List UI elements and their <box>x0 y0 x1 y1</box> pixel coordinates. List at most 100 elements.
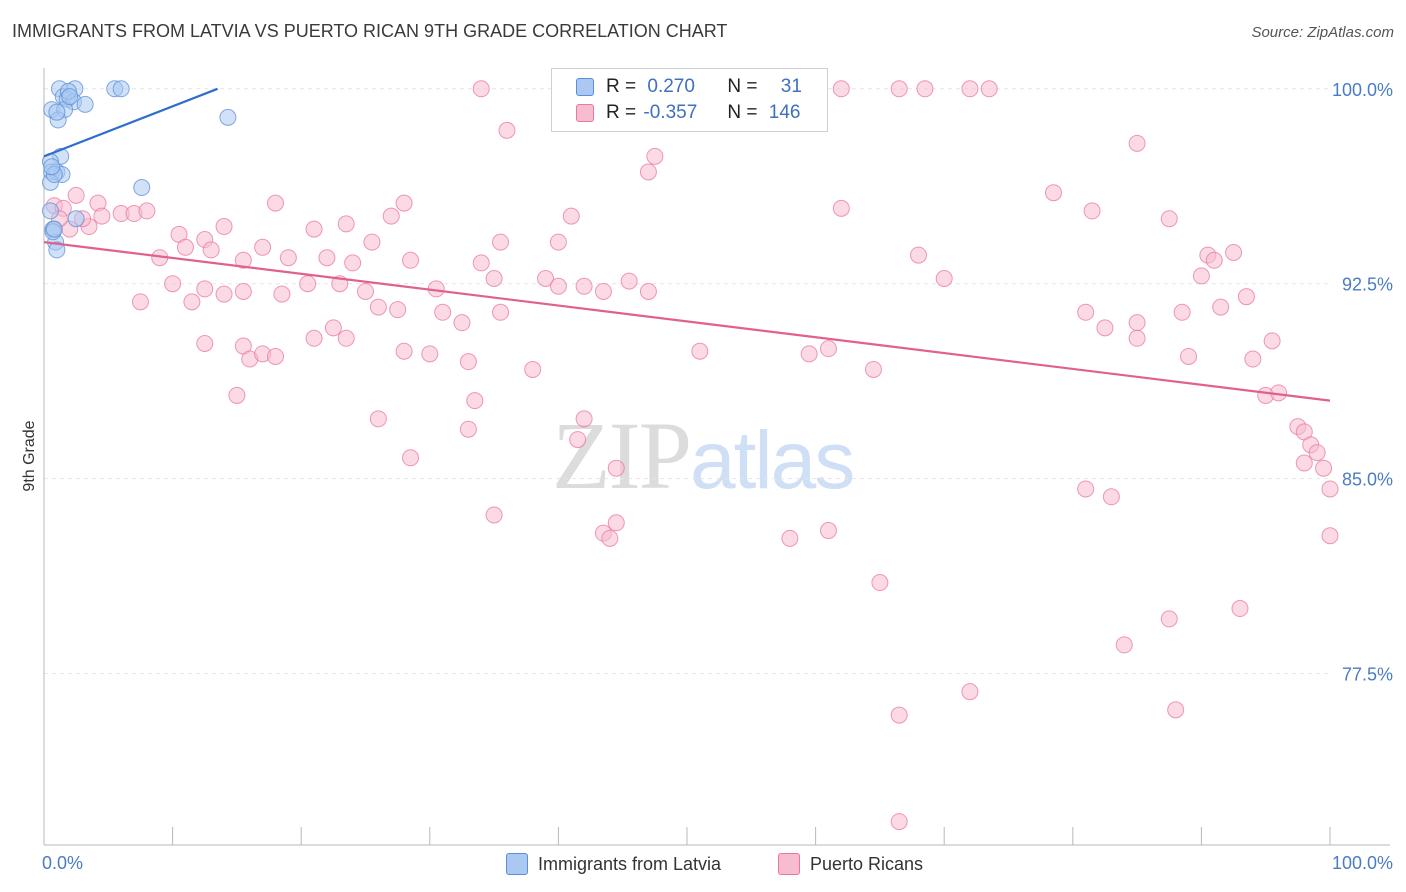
puerto-point-134 <box>1115 636 1133 654</box>
puerto-point-100 <box>819 340 837 358</box>
puerto-point-112 <box>569 431 587 449</box>
puerto-r-value: -0.357 <box>643 102 698 123</box>
puerto-point-55 <box>575 277 593 295</box>
puerto-point-75 <box>389 301 407 319</box>
puerto-point-59 <box>935 269 953 287</box>
watermark-zip: ZIP <box>552 402 692 509</box>
puerto-point-31 <box>337 215 355 233</box>
puerto-point-66 <box>183 293 201 311</box>
puerto-point-26 <box>138 202 156 220</box>
puerto-point-136 <box>1167 701 1185 719</box>
puerto-point-131 <box>871 574 889 592</box>
puerto-point-81 <box>1096 319 1114 337</box>
puerto-point-111 <box>575 410 593 428</box>
puerto-point-68 <box>215 285 233 303</box>
puerto-point-42 <box>202 241 220 259</box>
latvia-r-label: R = <box>606 76 637 97</box>
puerto-point-122 <box>607 459 625 477</box>
stats-legend: R = 0.270 N = 31 R = -0.357 N = 146 <box>551 68 828 132</box>
puerto-point-109 <box>466 392 484 410</box>
puerto-point-79 <box>594 282 612 300</box>
puerto-point-53 <box>537 269 555 287</box>
puerto-point-29 <box>266 194 284 212</box>
puerto-point-95 <box>421 345 439 363</box>
bottom-latvia-label: Immigrants from Latvia <box>538 853 722 874</box>
puerto-point-73 <box>357 282 374 300</box>
latvia-point-7 <box>76 95 94 113</box>
puerto-point-110 <box>459 420 477 438</box>
puerto-point-78 <box>492 303 510 321</box>
puerto-point-76 <box>434 303 452 321</box>
watermark: ZIPatlas <box>552 400 855 511</box>
y-tick-label-1: 85.0% <box>1342 470 1393 490</box>
puerto-r-label: R = <box>606 102 637 123</box>
latvia-point-18 <box>133 179 151 197</box>
puerto-point-93 <box>337 329 355 347</box>
bottom-legend-latvia: Immigrants from Latvia <box>506 852 721 876</box>
latvia-point-30 <box>45 220 63 238</box>
puerto-point-90 <box>266 347 284 365</box>
source-label: Source: ZipAtlas.com <box>1251 24 1394 41</box>
puerto-point-121 <box>1295 454 1313 472</box>
puerto-point-12 <box>646 147 664 165</box>
puerto-point-18 <box>832 199 850 217</box>
puerto-point-47 <box>344 254 362 272</box>
puerto-point-36 <box>562 207 580 225</box>
legend-row-latvia: R = 0.270 N = 31 <box>576 75 802 99</box>
puerto-point-7 <box>890 80 908 98</box>
puerto-point-103 <box>1180 347 1198 365</box>
watermark-atlas: atlas <box>690 415 855 506</box>
latvia-n-label: N = <box>727 76 758 97</box>
latvia-r-value: 0.270 <box>647 76 695 97</box>
puerto-point-52 <box>485 269 503 287</box>
puerto-point-51 <box>472 254 490 272</box>
puerto-point-118 <box>1308 444 1326 462</box>
puerto-point-45 <box>279 249 297 267</box>
x-tick-label-0: 0.0% <box>42 853 83 873</box>
puerto-point-16 <box>1083 202 1101 220</box>
puerto-point-91 <box>305 329 323 347</box>
puerto-point-74 <box>369 298 387 316</box>
puerto-point-102 <box>1128 329 1146 347</box>
puerto-point-35 <box>549 233 567 251</box>
puerto-point-94 <box>395 342 413 360</box>
puerto-point-57 <box>639 282 657 300</box>
puerto-point-124 <box>819 522 837 540</box>
puerto-trend-line <box>43 241 1331 402</box>
latvia-point-27 <box>48 103 66 121</box>
latvia-point-20 <box>67 210 85 228</box>
puerto-point-137 <box>890 706 908 724</box>
y-tick-label-0: 77.5% <box>1342 664 1393 684</box>
puerto-point-125 <box>1077 480 1095 498</box>
puerto-point-28 <box>215 218 233 236</box>
latvia-point-28 <box>61 88 79 106</box>
puerto-point-8 <box>916 80 934 98</box>
puerto-point-14 <box>1128 134 1146 152</box>
latvia-point-3 <box>112 80 130 98</box>
puerto-point-33 <box>395 194 413 212</box>
puerto-point-106 <box>228 386 246 404</box>
bottom-puerto-label: Puerto Ricans <box>810 853 924 874</box>
puerto-point-135 <box>961 683 979 701</box>
puerto-point-128 <box>485 506 503 524</box>
bottom-latvia-swatch <box>506 853 528 875</box>
puerto-swatch <box>576 104 594 122</box>
puerto-point-69 <box>234 282 252 300</box>
puerto-point-77 <box>453 314 471 332</box>
puerto-point-32 <box>382 207 400 225</box>
latvia-point-11 <box>219 108 237 126</box>
puerto-point-92 <box>324 319 342 337</box>
puerto-point-34 <box>492 233 510 251</box>
legend-row-puerto: R = -0.357 N = 146 <box>576 101 800 125</box>
puerto-point-15 <box>1045 184 1063 202</box>
puerto-point-96 <box>459 353 477 371</box>
puerto-n-label: N = <box>727 102 758 123</box>
puerto-point-61 <box>1205 251 1223 269</box>
puerto-point-132 <box>1160 610 1178 628</box>
puerto-point-107 <box>369 410 387 428</box>
chart-title: IMMIGRANTS FROM LATVIA VS PUERTO RICAN 9… <box>12 21 728 41</box>
puerto-point-56 <box>620 272 638 290</box>
puerto-point-108 <box>402 449 420 467</box>
puerto-point-85 <box>1237 288 1255 306</box>
